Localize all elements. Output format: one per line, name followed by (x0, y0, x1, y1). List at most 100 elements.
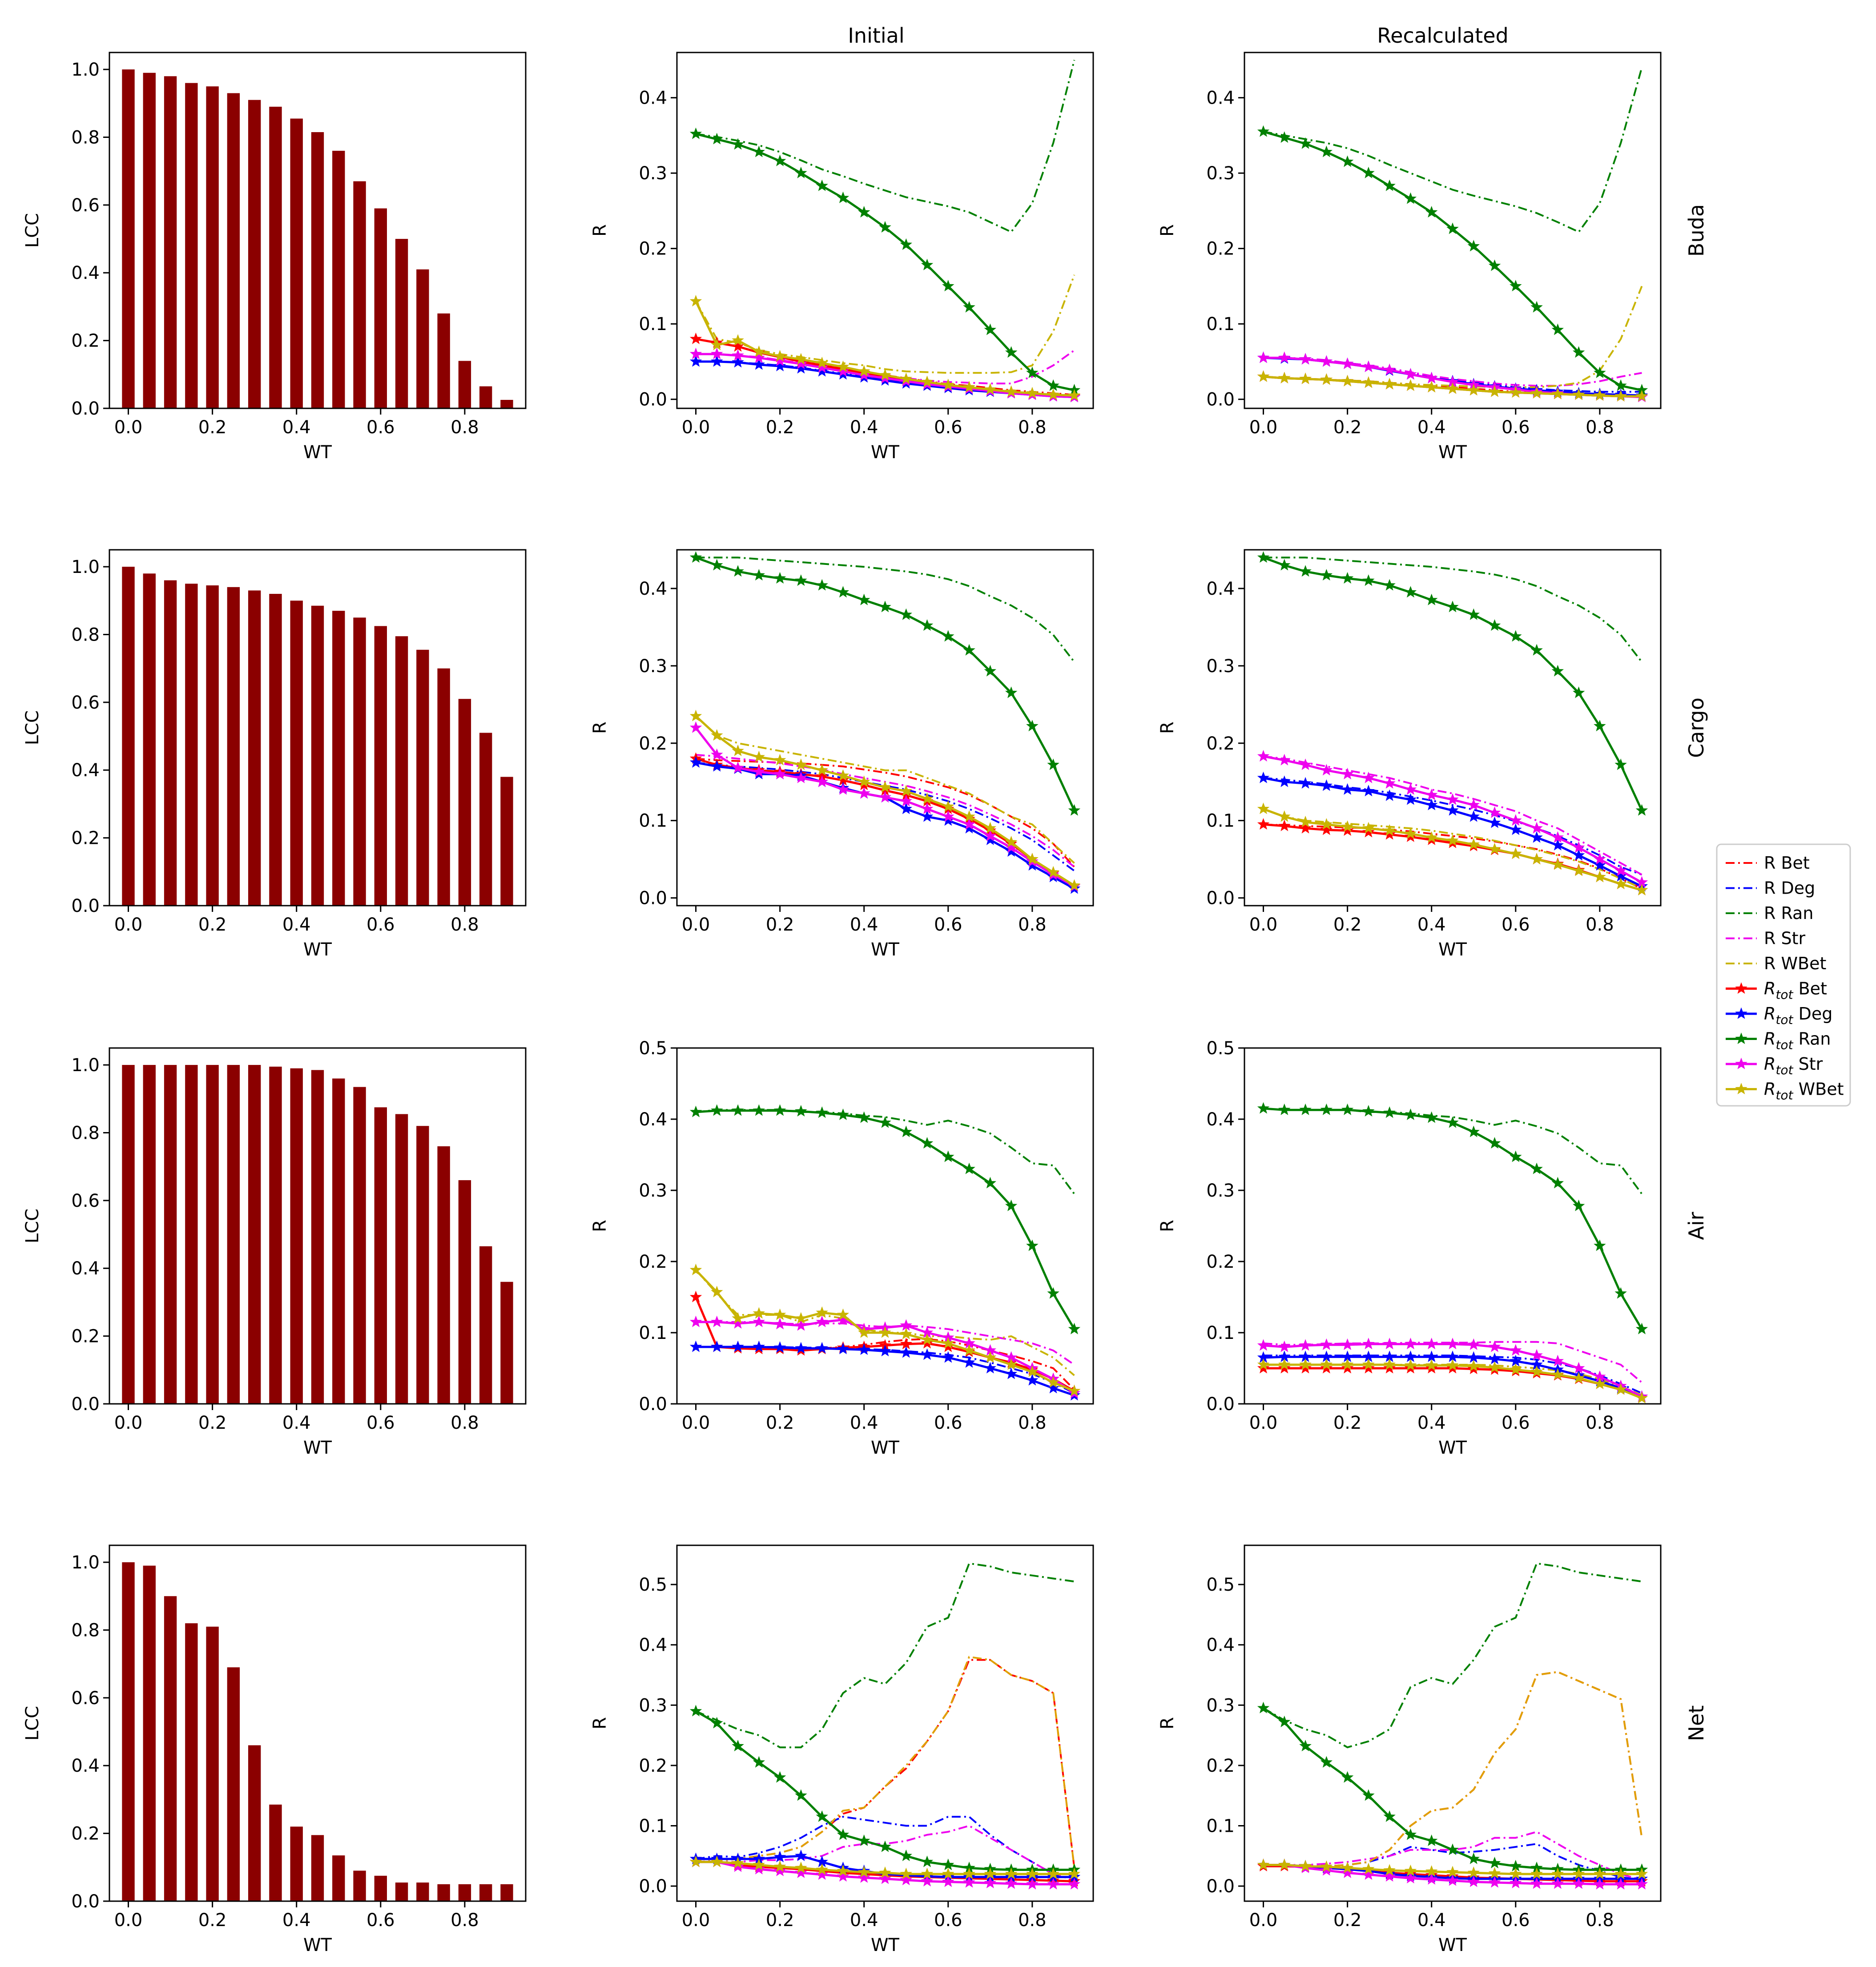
marker-rtot-str (879, 791, 891, 803)
marker-rtot-str (732, 1860, 744, 1872)
marker-rtot-wbet (1257, 1858, 1270, 1870)
marker-rtot-str (1510, 814, 1522, 826)
marker-rtot-wbet (1467, 1866, 1480, 1878)
lcc-bar (248, 590, 261, 906)
marker-rtot-ran (773, 1104, 786, 1116)
legend-label-prefix: R (1764, 954, 1775, 973)
marker-rtot-deg (1383, 789, 1396, 801)
marker-rtot-deg (1530, 831, 1543, 843)
marker-rtot-wbet (1047, 866, 1059, 878)
marker-rtot-ran (942, 630, 954, 642)
r-cargo-initial-frame (676, 549, 1094, 907)
marker-rtot-ran (1026, 720, 1039, 732)
marker-rtot-deg (1594, 859, 1606, 871)
marker-rtot-wbet (858, 1326, 870, 1338)
marker-rtot-ran (711, 1104, 723, 1116)
marker-rtot-wbet (984, 1351, 997, 1363)
marker-rtot-str (773, 767, 786, 780)
marker-rtot-ran (816, 1810, 828, 1822)
lcc-bar (374, 208, 387, 408)
r-buda-recalculated-ytick-label: 0.2 (1206, 239, 1235, 259)
r-air-initial-xtick-label: 0.0 (682, 1413, 710, 1433)
marker-rtot-str (795, 771, 807, 783)
marker-rtot-deg (1467, 810, 1480, 822)
r-air-recalculated-ytick-label: 0.3 (1206, 1181, 1235, 1201)
marker-rtot-ran (1320, 1103, 1333, 1115)
legend-label-prefix: R (1764, 1004, 1775, 1024)
marker-rtot-wbet (1530, 853, 1543, 865)
r-net-initial-xtick-label: 0.8 (1018, 1910, 1047, 1931)
marker-rtot-str (816, 1315, 828, 1327)
plot-area (689, 60, 1081, 403)
marker-rtot-ran (1425, 593, 1438, 605)
marker-rtot-deg (921, 810, 934, 822)
lcc-net-ytick-label: 0.6 (71, 1688, 100, 1709)
marker-rtot-ran (1488, 259, 1501, 271)
legend-label: Rtot Ran (1764, 1029, 1831, 1052)
lcc-buda-xlabel: WT (303, 442, 332, 463)
line-r-ran (696, 1109, 1075, 1195)
r-panel-buda-recalculated: 0.0 0.2 0.4 0.6 0.8 WT 0.0 0.1 0.2 0.3 0.4 R (1157, 52, 1662, 463)
marker-rtot-wbet (879, 1326, 891, 1338)
marker-rtot-ran (1005, 346, 1018, 358)
legend-marker-rtot-bet (1735, 982, 1747, 994)
marker-rtot-wbet (1425, 831, 1438, 843)
lcc-bar (164, 1596, 177, 1901)
lcc-net-xlabel: WT (303, 1935, 332, 1955)
marker-rtot-str (1404, 1338, 1417, 1350)
lcc-panel-air: 0.0 0.2 0.4 0.6 0.8 WT 0.0 0.2 0.4 0.6 0.8 1.0 LCC (22, 1047, 527, 1458)
marker-rtot-ran (1299, 1740, 1312, 1752)
line-r-ran (1263, 67, 1643, 233)
lcc-bar (248, 1065, 261, 1404)
r-buda-recalculated-ylabel: R (1157, 224, 1178, 237)
r-panel-cargo-recalculated: 0.0 0.2 0.4 0.6 0.8 WT 0.0 0.1 0.2 0.3 0.4 R (1157, 549, 1662, 960)
marker-rtot-str (816, 1868, 828, 1880)
marker-rtot-str (900, 794, 912, 806)
marker-rtot-wbet (1594, 871, 1606, 883)
marker-rtot-deg (689, 1340, 702, 1352)
marker-rtot-ran (879, 1840, 891, 1852)
lcc-air-ytick-label: 0.4 (71, 1258, 100, 1279)
marker-rtot-str (753, 1315, 765, 1327)
marker-rtot-ran (1614, 1287, 1627, 1299)
line-r-wbet (1263, 286, 1643, 388)
line-r-ran (1263, 556, 1643, 663)
r-air-recalculated-xtick-label: 0.4 (1417, 1413, 1446, 1433)
line-rtot-ran (696, 1109, 1075, 1330)
marker-rtot-str (1341, 767, 1354, 780)
legend-label-name: Deg (1775, 879, 1815, 898)
marker-rtot-str (879, 1872, 891, 1884)
marker-rtot-ran (1425, 206, 1438, 218)
marker-rtot-ran (1026, 1239, 1039, 1251)
marker-rtot-ran (858, 593, 870, 605)
marker-rtot-deg (753, 358, 765, 370)
r-buda-initial-xtick-label: 0.4 (850, 417, 878, 438)
marker-rtot-wbet (1005, 385, 1018, 397)
marker-rtot-wbet (1341, 1861, 1354, 1874)
marker-rtot-deg (900, 802, 912, 814)
lcc-cargo-xtick-label: 0.4 (282, 915, 311, 935)
marker-rtot-str (1594, 853, 1606, 865)
marker-rtot-ran (921, 1855, 934, 1867)
marker-rtot-wbet (795, 1312, 807, 1324)
marker-rtot-str (773, 354, 786, 366)
r-buda-initial-ytick-label: 0.2 (639, 239, 667, 259)
marker-rtot-wbet (711, 1855, 723, 1867)
marker-rtot-wbet (1551, 858, 1564, 870)
r-net-recalculated-ytick-label: 0.4 (1206, 1635, 1235, 1656)
line-rtot-ran (1263, 130, 1643, 391)
marker-rtot-wbet (1320, 1358, 1333, 1370)
marker-rtot-wbet (1278, 1858, 1291, 1870)
marker-rtot-ran (1005, 686, 1018, 698)
line-r-deg (696, 1816, 1075, 1875)
lcc-net-ytick-label: 1.0 (71, 1552, 100, 1573)
marker-rtot-ran (1635, 1322, 1648, 1334)
lcc-bar (311, 605, 324, 906)
r-panel-net-recalculated: 0.0 0.2 0.4 0.6 0.8 WT 0.0 0.1 0.2 0.3 0.4 0.5 R (1157, 1544, 1662, 1955)
r-buda-initial-xtick-label: 0.0 (682, 417, 710, 438)
marker-rtot-wbet (1404, 1359, 1417, 1371)
marker-rtot-ran (1510, 630, 1522, 642)
marker-rtot-str (1425, 371, 1438, 383)
r-air-recalculated-xtick-label: 0.6 (1502, 1413, 1530, 1433)
lcc-bar (437, 313, 450, 408)
